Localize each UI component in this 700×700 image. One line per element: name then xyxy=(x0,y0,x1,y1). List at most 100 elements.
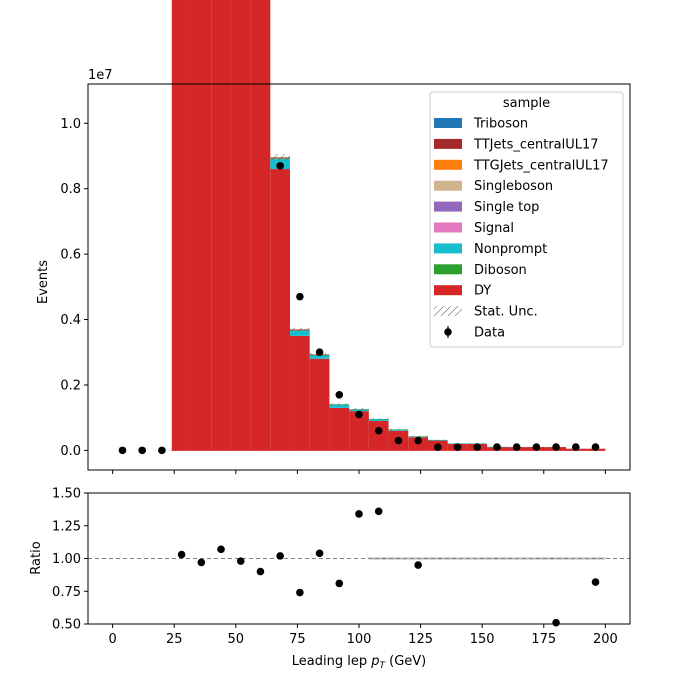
data-point-16 xyxy=(434,443,442,451)
ratio-point-9 xyxy=(355,510,363,518)
bar-nonprompt-bin-9 xyxy=(290,330,310,336)
data-point-12 xyxy=(355,410,363,419)
legend-swatch-diboson xyxy=(434,264,462,275)
ratio-y-tick-label: 0.50 xyxy=(52,618,81,633)
data-point-20 xyxy=(512,443,521,451)
data-point-1 xyxy=(138,446,146,455)
legend-swatch-single-top xyxy=(434,201,462,212)
bar-nonprompt-bin-10 xyxy=(309,355,330,359)
legend-label-stat-unc-: Stat. Unc. xyxy=(474,305,538,320)
ratio-point-8 xyxy=(335,579,344,588)
legend-label-singleboson: Singleboson xyxy=(474,179,553,194)
y-offset-text: 1e7 xyxy=(88,68,113,83)
ratio-point-2 xyxy=(217,545,225,554)
ratio-points xyxy=(177,507,600,627)
main-x-ticks xyxy=(112,470,606,474)
data-point-0 xyxy=(118,446,127,455)
ratio-point-7 xyxy=(315,549,324,558)
legend-frame xyxy=(429,91,624,348)
ratio-point-3 xyxy=(236,557,245,565)
data-point-11 xyxy=(335,390,344,399)
ratio-point-5 xyxy=(276,552,284,560)
ratio-point-1 xyxy=(197,558,206,567)
main-y-tick-label: 0.4 xyxy=(60,313,81,328)
data-point-23 xyxy=(572,443,580,451)
ratio-point-13 xyxy=(591,578,600,586)
ratio-y-tick-label: 1.00 xyxy=(52,552,81,567)
legend-title: sample xyxy=(503,96,550,111)
bar-dy-bin-9 xyxy=(290,335,310,451)
bar-dy-bin-13 xyxy=(368,420,389,451)
ratio-point-4 xyxy=(256,567,265,576)
ratio-x-tick-label: 75 xyxy=(289,632,306,647)
data-point-17 xyxy=(453,443,462,451)
legend-label-ttgjets-centralul17: TTGJets_centralUL17 xyxy=(473,158,609,173)
legend-label-ttjets-centralul17: TTJets_centralUL17 xyxy=(473,137,599,152)
main-y-tick-label: 0.0 xyxy=(60,444,81,459)
data-point-22 xyxy=(552,443,560,451)
legend-label-nonprompt: Nonprompt xyxy=(474,242,547,257)
data-point-8 xyxy=(276,161,284,170)
bar-dy-bin-11 xyxy=(329,407,350,451)
legend-swatch-nonprompt xyxy=(434,243,462,254)
stat-unc-bin-13 xyxy=(368,418,389,420)
ratio-x-tick-label: 150 xyxy=(470,632,495,647)
bar-dy-bin-7 xyxy=(250,0,271,451)
ratio-y-tick-label: 1.25 xyxy=(52,519,81,534)
stat-unc-bin-9 xyxy=(290,327,310,331)
legend-swatch-signal xyxy=(434,222,462,233)
stacked-bars xyxy=(171,0,606,451)
legend-label-single-top: Single top xyxy=(474,200,539,215)
legend-swatch-ttgjets-centralul17 xyxy=(434,159,462,170)
main-panel: 0.0 0.2 0.4 0.6 0.8 1.0 1e7 Events sample Trib… xyxy=(36,0,631,474)
legend: sample Triboson TTJets_centralUL17 TTGJets_… xyxy=(429,91,624,348)
ratio-point-0 xyxy=(177,550,186,559)
data-point-21 xyxy=(532,443,541,451)
stat-unc-bin-12 xyxy=(349,408,369,411)
stat-unc-bin-16 xyxy=(427,439,448,441)
data-point-24 xyxy=(591,443,600,451)
main-y-tick-label: 1.0 xyxy=(60,117,81,132)
legend-label-data: Data xyxy=(474,326,505,341)
bar-nonprompt-bin-14 xyxy=(388,429,409,431)
bar-dy-bin-12 xyxy=(349,411,369,451)
stat-unc-bin-8 xyxy=(270,154,291,161)
bar-dy-bin-3 xyxy=(171,0,192,451)
bar-dy-bin-8 xyxy=(270,169,291,451)
data-point-9 xyxy=(296,292,304,301)
bar-dy-bin-10 xyxy=(309,358,330,451)
bar-dy-bin-4 xyxy=(191,0,212,451)
ratio-point-12 xyxy=(552,618,560,627)
x-axis-label: Leading lep pT (GeV) xyxy=(292,654,426,671)
stat-unc-bin-14 xyxy=(388,428,409,431)
data-point-10 xyxy=(315,348,324,357)
stat-unc-bin-11 xyxy=(329,403,350,406)
legend-swatch-dy xyxy=(434,285,462,296)
ratio-x-tick-label: 0 xyxy=(108,632,116,647)
ratio-x-ticks: 0 25 50 75 100 125 150 175 200 xyxy=(108,624,618,647)
ratio-panel: 0 25 50 75 100 125 150 175 200 0.50 0.75 1.00 1.25 1… xyxy=(29,487,631,671)
ratio-point-10 xyxy=(374,507,383,516)
data-points xyxy=(118,161,600,455)
legend-label-diboson: Diboson xyxy=(474,263,527,278)
stat-unc-bin-15 xyxy=(408,435,428,437)
ratio-y-axis-label: Ratio xyxy=(29,541,44,574)
ratio-point-6 xyxy=(296,588,304,597)
ratio-y-tick-label: 1.50 xyxy=(52,487,81,502)
legend-swatch-data xyxy=(444,328,452,336)
main-y-tick-label: 0.2 xyxy=(60,378,81,393)
bar-dy-bin-6 xyxy=(230,0,251,451)
ratio-x-tick-label: 25 xyxy=(166,632,183,647)
data-point-15 xyxy=(414,436,422,445)
legend-label-signal: Signal xyxy=(474,221,514,236)
main-y-ticks: 0.0 0.2 0.4 0.6 0.8 1.0 xyxy=(60,117,88,459)
data-point-18 xyxy=(473,443,482,451)
legend-swatch-stat-unc- xyxy=(434,306,462,317)
main-y-tick-label: 0.8 xyxy=(60,182,81,197)
legend-swatch-triboson xyxy=(434,118,462,128)
legend-swatch-ttjets-centralul17 xyxy=(434,138,462,149)
ratio-x-tick-label: 125 xyxy=(408,632,433,647)
bar-nonprompt-bin-13 xyxy=(368,419,389,421)
bar-nonprompt-bin-11 xyxy=(329,404,350,408)
